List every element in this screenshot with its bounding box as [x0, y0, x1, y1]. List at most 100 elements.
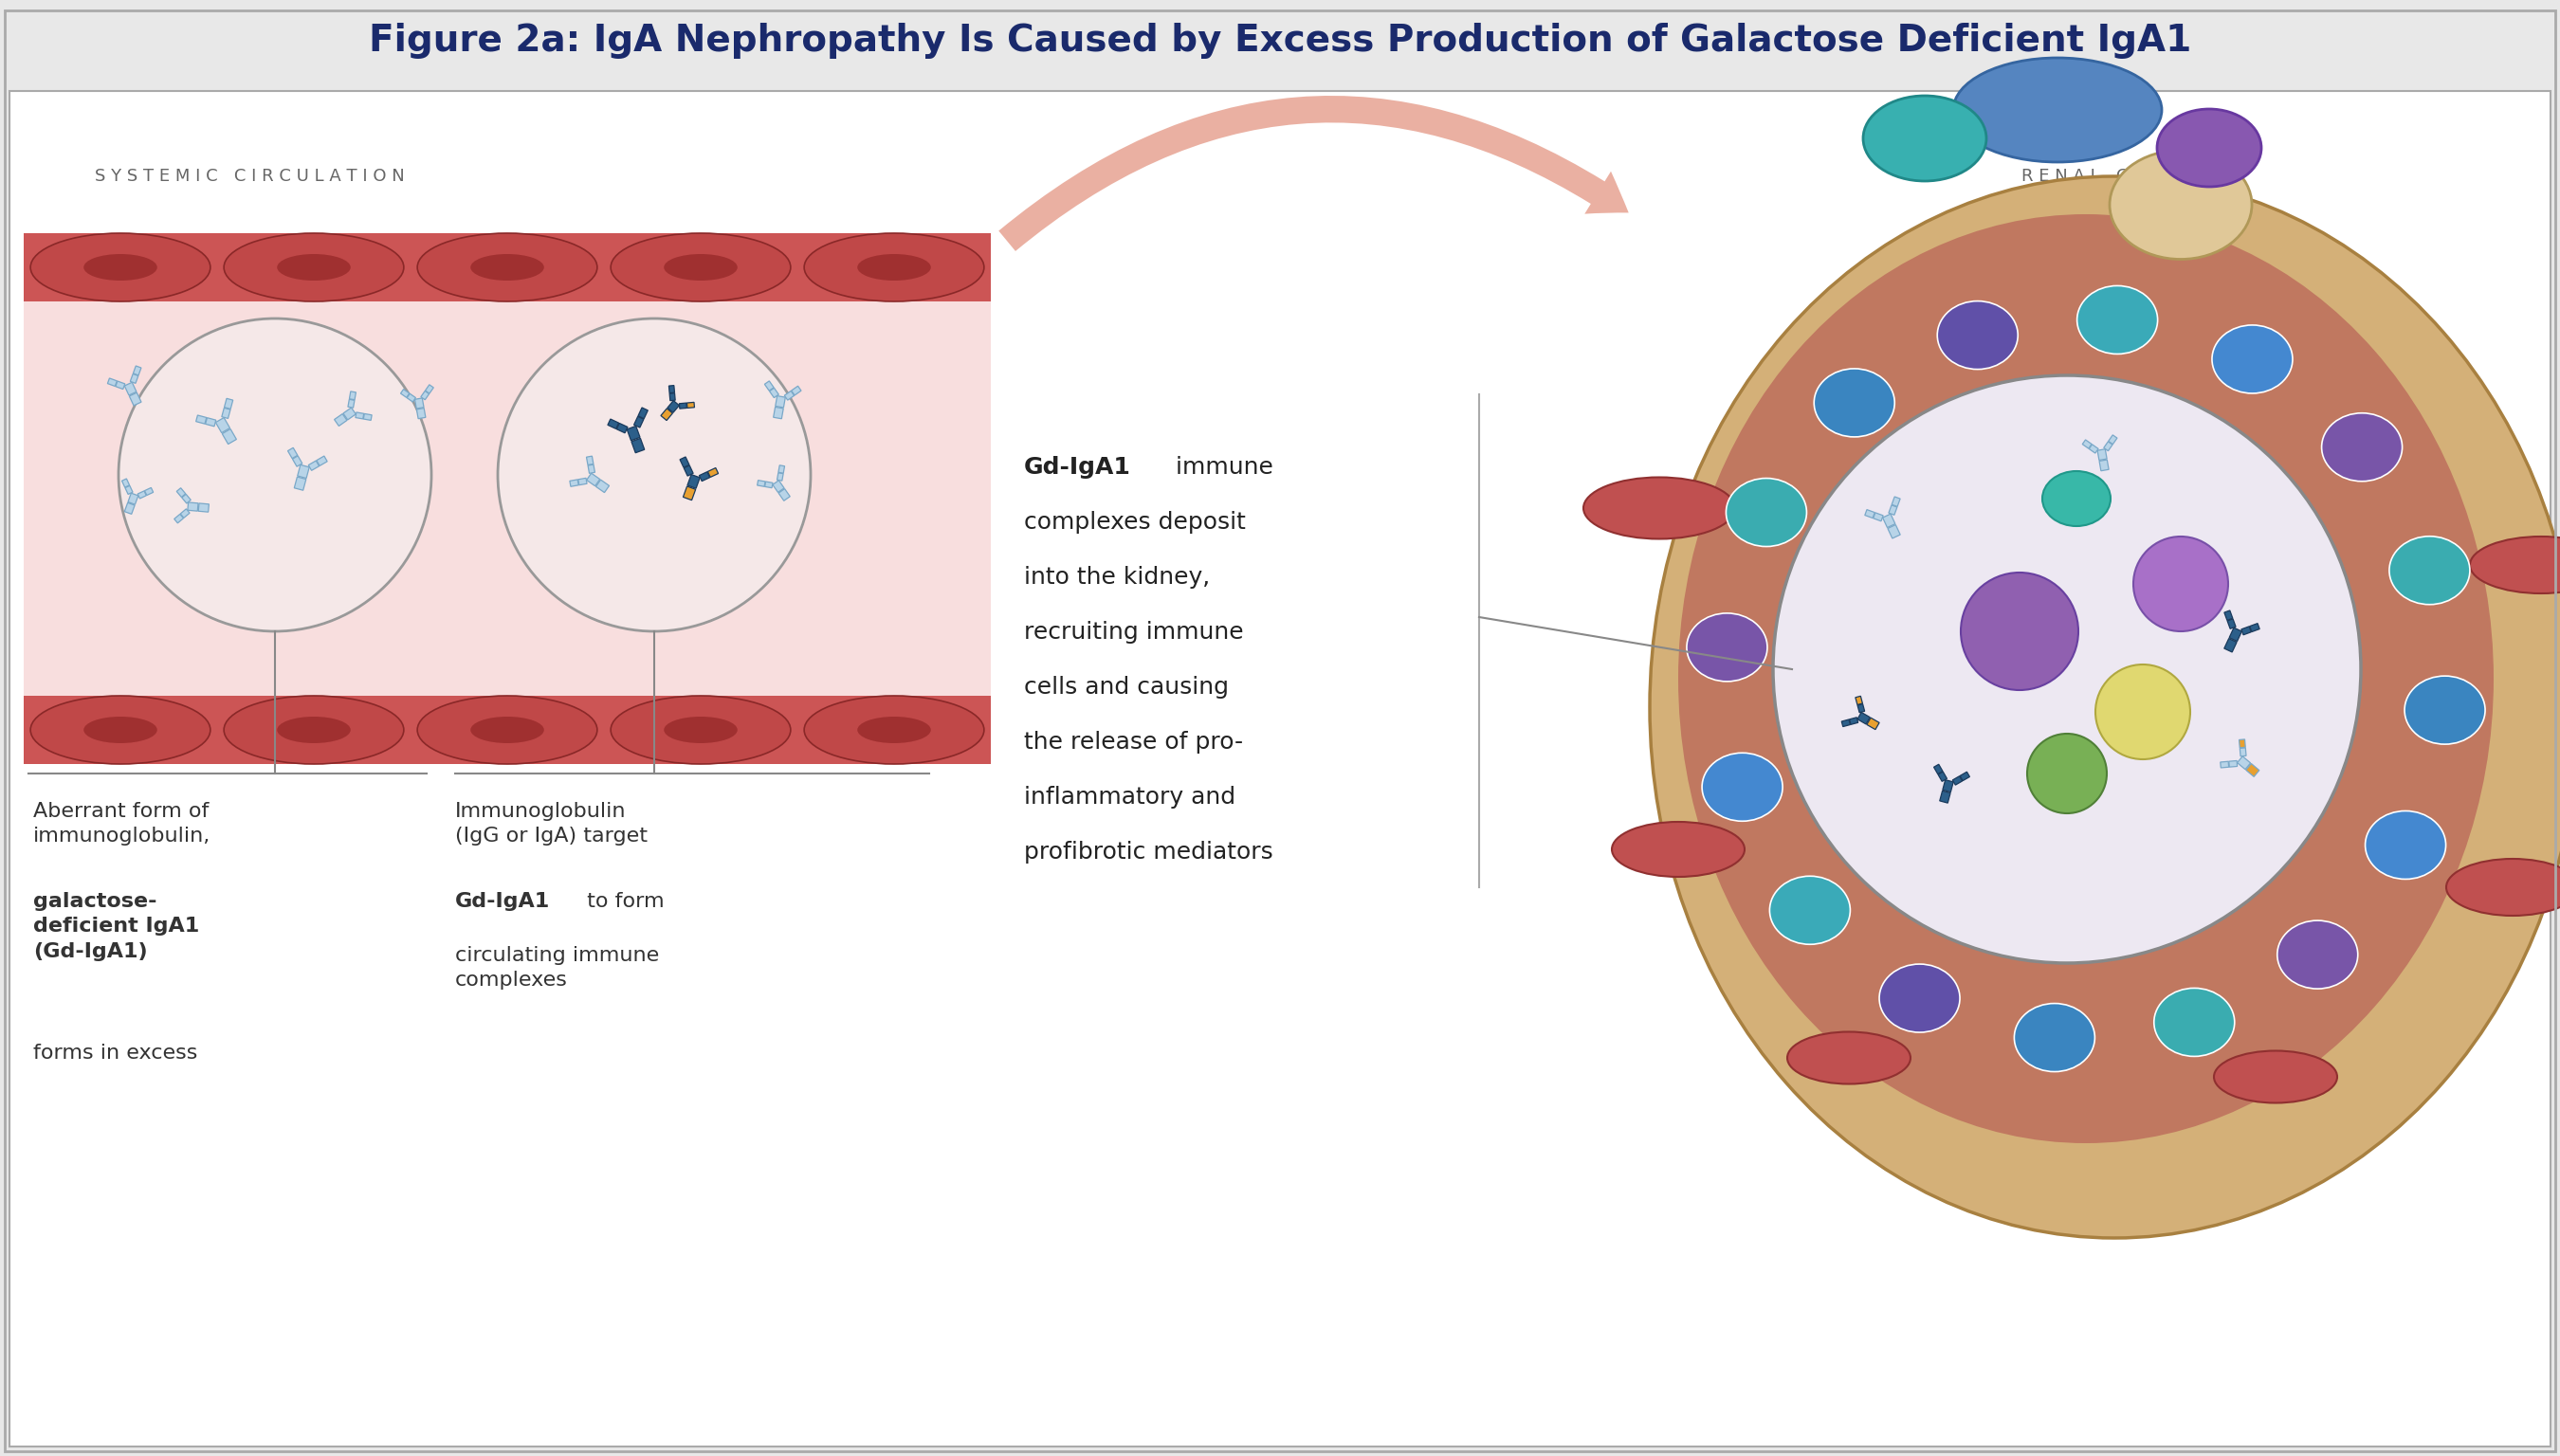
Ellipse shape [1613, 821, 1743, 877]
Text: forms in excess: forms in excess [33, 1044, 197, 1063]
Ellipse shape [663, 716, 737, 743]
Polygon shape [773, 480, 783, 492]
Polygon shape [335, 414, 348, 427]
Polygon shape [1866, 718, 1879, 729]
Polygon shape [607, 419, 620, 430]
Polygon shape [2227, 619, 2235, 629]
Polygon shape [2243, 626, 2250, 635]
Polygon shape [1887, 524, 1900, 539]
Polygon shape [579, 478, 586, 485]
Polygon shape [223, 408, 230, 418]
Polygon shape [773, 408, 783, 419]
Polygon shape [1940, 791, 1951, 804]
Ellipse shape [1787, 1032, 1910, 1083]
Polygon shape [197, 415, 207, 424]
Ellipse shape [804, 233, 983, 301]
Polygon shape [586, 456, 594, 464]
Circle shape [497, 319, 812, 632]
Polygon shape [1933, 764, 1943, 775]
Ellipse shape [2076, 285, 2158, 354]
Polygon shape [115, 381, 125, 389]
Polygon shape [1859, 712, 1869, 724]
Polygon shape [1859, 703, 1864, 712]
Ellipse shape [417, 233, 596, 301]
Ellipse shape [2043, 472, 2109, 526]
Text: galactose-
deficient IgA1
(Gd-IgA1): galactose- deficient IgA1 (Gd-IgA1) [33, 893, 200, 961]
Polygon shape [765, 482, 773, 488]
Text: into the kidney,: into the kidney, [1024, 566, 1211, 588]
Polygon shape [1938, 772, 1948, 782]
Ellipse shape [2470, 536, 2560, 594]
Polygon shape [1856, 696, 1864, 705]
Polygon shape [671, 393, 676, 400]
Polygon shape [678, 403, 686, 409]
Polygon shape [684, 466, 694, 476]
Circle shape [2097, 664, 2191, 759]
Polygon shape [660, 409, 673, 421]
FancyArrowPatch shape [998, 96, 1628, 250]
Polygon shape [635, 416, 643, 428]
Polygon shape [791, 386, 801, 395]
Circle shape [1961, 572, 2079, 690]
Ellipse shape [2365, 811, 2445, 879]
Polygon shape [2081, 440, 2092, 448]
Circle shape [2028, 734, 2107, 814]
Ellipse shape [2109, 150, 2253, 259]
Ellipse shape [276, 253, 351, 281]
Polygon shape [627, 427, 640, 441]
Ellipse shape [1585, 478, 1736, 539]
Text: the release of pro-: the release of pro- [1024, 731, 1244, 754]
Text: circulating immune
complexes: circulating immune complexes [456, 946, 660, 990]
Polygon shape [143, 488, 154, 495]
Ellipse shape [223, 696, 404, 764]
Ellipse shape [2278, 920, 2358, 989]
Polygon shape [415, 397, 425, 409]
Ellipse shape [471, 716, 545, 743]
Polygon shape [123, 479, 131, 488]
Polygon shape [765, 381, 773, 390]
Ellipse shape [1815, 368, 1894, 437]
Polygon shape [399, 389, 410, 397]
Polygon shape [776, 396, 786, 408]
Ellipse shape [1953, 58, 2161, 162]
Polygon shape [417, 408, 425, 419]
Ellipse shape [858, 253, 932, 281]
Ellipse shape [2045, 811, 2148, 925]
Polygon shape [2225, 610, 2232, 620]
FancyBboxPatch shape [10, 90, 2550, 1446]
Polygon shape [138, 491, 146, 498]
Polygon shape [1953, 776, 1964, 785]
Polygon shape [297, 464, 310, 478]
Text: immune: immune [1167, 456, 1272, 479]
Circle shape [118, 319, 433, 632]
Polygon shape [2099, 460, 2109, 470]
Polygon shape [637, 408, 648, 419]
Polygon shape [364, 414, 371, 421]
Polygon shape [2104, 441, 2112, 451]
Polygon shape [2245, 763, 2260, 776]
Polygon shape [131, 374, 138, 383]
Polygon shape [131, 393, 141, 406]
Polygon shape [686, 402, 694, 408]
Ellipse shape [1938, 459, 2043, 569]
Ellipse shape [2153, 989, 2235, 1057]
Polygon shape [596, 479, 609, 492]
Polygon shape [2240, 748, 2245, 756]
Polygon shape [681, 457, 689, 467]
Polygon shape [684, 486, 696, 501]
Polygon shape [2097, 448, 2107, 460]
Text: Aberrant form of
immunoglobulin,: Aberrant form of immunoglobulin, [33, 802, 210, 846]
Ellipse shape [1687, 613, 1766, 681]
Text: Gd-IgA1: Gd-IgA1 [456, 893, 550, 911]
Polygon shape [215, 418, 230, 432]
Ellipse shape [84, 253, 156, 281]
Ellipse shape [2322, 414, 2401, 482]
Polygon shape [2220, 761, 2230, 767]
Polygon shape [133, 365, 141, 376]
Polygon shape [668, 386, 676, 393]
Ellipse shape [804, 696, 983, 764]
Ellipse shape [612, 233, 791, 301]
Polygon shape [2250, 623, 2260, 632]
Polygon shape [348, 399, 353, 408]
Polygon shape [632, 438, 645, 453]
